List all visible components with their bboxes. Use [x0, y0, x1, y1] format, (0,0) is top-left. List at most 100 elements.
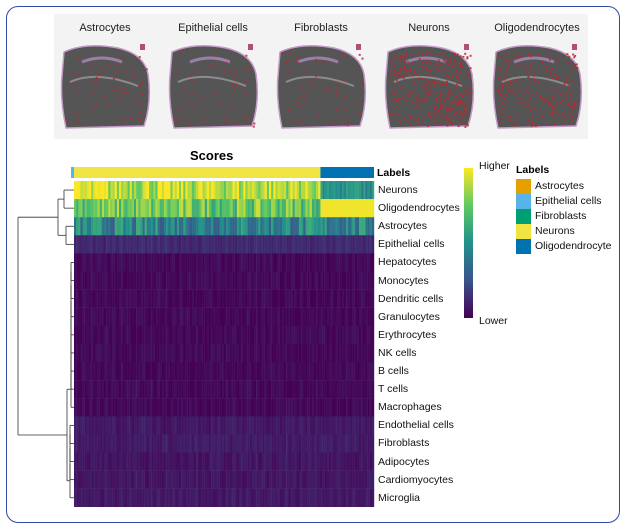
heatmap-cell: [157, 181, 160, 200]
heatmap-cell: [144, 307, 148, 326]
heatmap-cell: [288, 416, 291, 435]
heatmap-cell: [359, 488, 362, 507]
heatmap-cell: [84, 470, 88, 489]
heatmap-cell: [106, 271, 109, 290]
heatmap-cell: [236, 362, 240, 381]
heatmap-cell: [221, 325, 225, 345]
heatmap-cell: [247, 452, 250, 471]
heatmap-cell: [202, 289, 205, 308]
heatmap-cell: [123, 452, 126, 471]
heatmap-cell: [305, 307, 308, 326]
heatmap-cell: [142, 398, 145, 417]
heatmap-cell: [309, 416, 313, 435]
heatmap-cell: [352, 271, 355, 290]
heatmap-cell: [95, 217, 98, 236]
heatmap-cell: [369, 416, 373, 435]
heatmap-cell: [262, 362, 265, 381]
heatmap-cell: [367, 488, 370, 507]
heatmap-cell: [136, 362, 139, 381]
heatmap-cell: [239, 325, 242, 345]
heatmap-cell: [264, 253, 268, 272]
heatmap-cell: [318, 343, 321, 363]
heatmap-cell: [157, 452, 160, 471]
heatmap-cell: [299, 362, 302, 381]
heatmap-cell: [266, 416, 270, 435]
heatmap-cell: [116, 470, 120, 489]
heatmap-cell: [303, 325, 306, 345]
heatmap-cell: [243, 416, 246, 435]
heatmap-cell: [226, 289, 229, 308]
heatmap-cell: [159, 488, 163, 507]
heatmap-cell: [359, 362, 362, 381]
heatmap-cell: [125, 470, 128, 489]
heatmap-cell: [341, 452, 345, 471]
heatmap-cell: [371, 470, 375, 489]
heatmap-cell: [322, 289, 325, 308]
heatmap-cell: [245, 217, 248, 236]
heatmap-cell: [299, 380, 302, 399]
heatmap-cell: [290, 271, 293, 290]
heatmap-cell: [131, 325, 135, 345]
heatmap-cell: [144, 271, 148, 290]
heatmap-cell: [121, 416, 124, 435]
heatmap-cell: [236, 325, 240, 345]
heatmap-cell: [346, 217, 349, 236]
heatmap-cell: [82, 452, 85, 471]
heatmap-cell: [138, 271, 141, 290]
heatmap-cell: [260, 434, 263, 453]
heatmap-cell: [166, 452, 169, 471]
heatmap-cell: [174, 452, 178, 471]
heatmap-cell: [151, 416, 154, 435]
heatmap-cell: [260, 253, 263, 272]
heatmap-cell: [331, 289, 334, 308]
heatmap-cell: [191, 452, 195, 471]
heatmap-cell: [371, 362, 375, 381]
heatmap-cell: [314, 470, 317, 489]
heatmap-cell: [352, 289, 355, 308]
heatmap-cell: [320, 488, 323, 507]
tissue-map: [56, 40, 154, 136]
heatmap-cell: [191, 343, 195, 363]
heatmap-cell: [271, 470, 274, 489]
heatmap-cell: [185, 362, 188, 381]
heatmap-cell: [172, 307, 175, 326]
heatmap-cell: [110, 452, 113, 471]
heatmap-cell: [245, 181, 248, 200]
heatmap-cell: [125, 307, 128, 326]
heatmap-cell: [114, 380, 118, 399]
heatmap-cell: [247, 217, 250, 236]
heatmap-cell: [194, 362, 197, 381]
heatmap-cell: [204, 271, 208, 290]
heatmap-cell: [123, 380, 126, 399]
heatmap-cell: [211, 380, 214, 399]
heatmap-cell: [258, 253, 261, 272]
heatmap-cell: [239, 199, 242, 218]
heatmap-cell: [243, 434, 246, 453]
heatmap-cell: [305, 235, 308, 254]
heatmap-cell: [348, 434, 351, 453]
heatmap-cell: [245, 434, 248, 453]
heatmap-cell: [215, 271, 218, 290]
heatmap-cell: [303, 398, 306, 417]
heatmap-cell: [350, 199, 353, 218]
heatmap-cell: [258, 434, 261, 453]
heatmap-cell: [309, 398, 313, 417]
heatmap-cell: [320, 434, 323, 453]
heatmap-cell: [232, 235, 235, 254]
heatmap-cell: [86, 362, 90, 381]
heatmap-cell: [200, 253, 203, 272]
heatmap-cell: [153, 452, 156, 471]
heatmap-cell: [183, 307, 186, 326]
heatmap-cell: [86, 235, 90, 254]
heatmap-cell: [179, 398, 182, 417]
heatmap-cell: [344, 470, 347, 489]
heatmap-cell: [367, 434, 370, 453]
heatmap-cell: [254, 470, 257, 489]
heatmap-cell: [290, 235, 293, 254]
heatmap-cell: [89, 362, 92, 381]
heatmap-cell: [95, 271, 98, 290]
heatmap-cell: [110, 181, 113, 200]
heatmap-cell: [104, 199, 107, 218]
heatmap-cell: [74, 253, 77, 272]
row-label: Endothelial cells: [378, 419, 454, 432]
